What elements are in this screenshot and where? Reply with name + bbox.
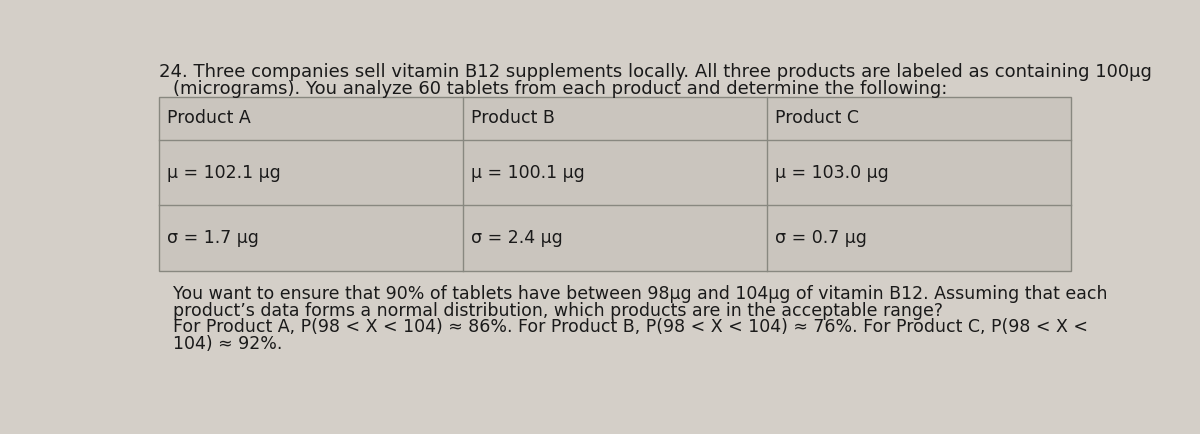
Text: 104) ≈ 92%.: 104) ≈ 92%. [173,335,283,353]
Text: (micrograms). You analyze 60 tablets from each product and determine the followi: (micrograms). You analyze 60 tablets fro… [173,80,948,98]
Text: Product A: Product A [167,109,251,127]
Text: μ = 100.1 µg: μ = 100.1 µg [470,164,584,181]
Text: Product B: Product B [470,109,554,127]
Text: μ = 103.0 µg: μ = 103.0 µg [775,164,888,181]
Text: σ = 0.7 µg: σ = 0.7 µg [775,229,866,247]
Text: product’s data forms a normal distribution, which products are in the acceptable: product’s data forms a normal distributi… [173,302,943,319]
Text: σ = 2.4 µg: σ = 2.4 µg [470,229,563,247]
Text: 24. Three companies sell vitamin B12 supplements locally. All three products are: 24. Three companies sell vitamin B12 sup… [160,63,1152,81]
Bar [160,97,1070,271]
Text: μ = 102.1 µg: μ = 102.1 µg [167,164,281,181]
Text: You want to ensure that 90% of tablets have between 98µg and 104µg of vitamin B1: You want to ensure that 90% of tablets h… [173,285,1108,302]
Text: σ = 1.7 µg: σ = 1.7 µg [167,229,259,247]
Text: Product C: Product C [775,109,859,127]
Text: For Product A, P(98 < X < 104) ≈ 86%. For Product B, P(98 < X < 104) ≈ 76%. For : For Product A, P(98 < X < 104) ≈ 86%. Fo… [173,319,1088,336]
